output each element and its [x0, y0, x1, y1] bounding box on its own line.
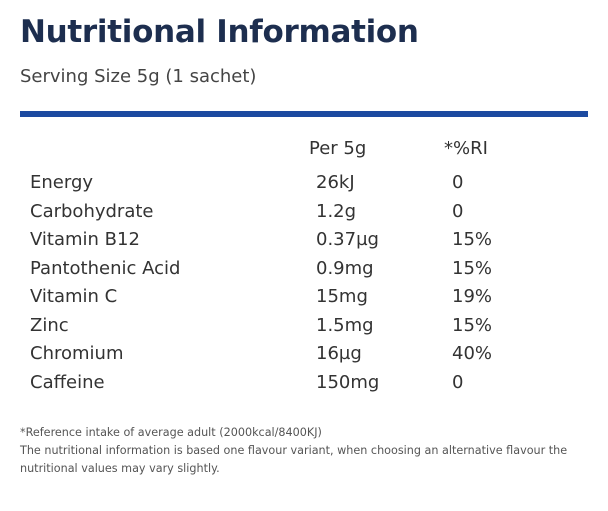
page-title: Nutritional Information — [20, 14, 419, 50]
nutrient-name: Chromium — [30, 343, 124, 364]
nutrient-name: Energy — [30, 172, 94, 193]
column-header-per-5g: Per 5g — [309, 138, 367, 159]
nutrient-per-5g: 0.9mg — [316, 257, 374, 279]
table-header: Per 5g *%RI — [20, 134, 588, 168]
table-row: Chromium 16µg 40% — [20, 340, 588, 369]
nutrient-ri: 15% — [452, 229, 493, 250]
column-header-ri: *%RI — [444, 138, 488, 159]
table-row: Energy 26kJ 0 — [20, 169, 588, 198]
table-row: Pantothenic Acid 0.9mg 15% — [20, 255, 588, 284]
serving-size: Serving Size 5g (1 sachet) — [20, 66, 257, 87]
nutrient-ri: 40% — [452, 343, 493, 364]
nutrient-ri: 15% — [452, 314, 493, 336]
nutrient-ri: 0 — [452, 172, 464, 193]
variant-note-line-2: nutritional values may vary slightly. — [20, 462, 220, 475]
table-row: Vitamin B12 0.37µg 15% — [20, 226, 588, 255]
table-row: Carbohydrate 1.2g 0 — [20, 198, 588, 227]
nutrient-per-5g: 150mg — [316, 371, 380, 393]
nutrient-per-5g: 16µg — [316, 343, 362, 364]
table-row: Vitamin C 15mg 19% — [20, 283, 588, 312]
reference-intake-note: *Reference intake of average adult (2000… — [20, 426, 322, 439]
nutrient-ri: 15% — [452, 257, 493, 279]
nutrient-ri: 0 — [452, 371, 464, 393]
nutrient-name: Vitamin C — [30, 286, 118, 307]
nutrient-ri: 0 — [452, 200, 464, 222]
nutrient-per-5g: 0.37µg — [316, 229, 379, 250]
nutrition-table: Per 5g *%RI Energy 26kJ 0 Carbohydrate 1… — [20, 134, 588, 397]
nutrient-name: Caffeine — [30, 371, 105, 393]
nutrient-name: Pantothenic Acid — [30, 257, 181, 279]
table-row: Zinc 1.5mg 15% — [20, 312, 588, 341]
nutrient-ri: 19% — [452, 286, 493, 307]
nutrient-per-5g: 1.2g — [316, 200, 357, 222]
nutrient-name: Carbohydrate — [30, 200, 154, 222]
nutrient-name: Zinc — [30, 314, 69, 336]
nutrient-name: Vitamin B12 — [30, 229, 140, 250]
nutrient-per-5g: 26kJ — [316, 172, 355, 193]
table-row: Caffeine 150mg 0 — [20, 369, 588, 398]
nutrient-per-5g: 1.5mg — [316, 314, 374, 336]
footnotes: *Reference intake of average adult (2000… — [20, 424, 590, 478]
nutrient-per-5g: 15mg — [316, 286, 368, 307]
divider — [20, 111, 588, 117]
variant-note-line-1: The nutritional information is based one… — [20, 444, 568, 457]
